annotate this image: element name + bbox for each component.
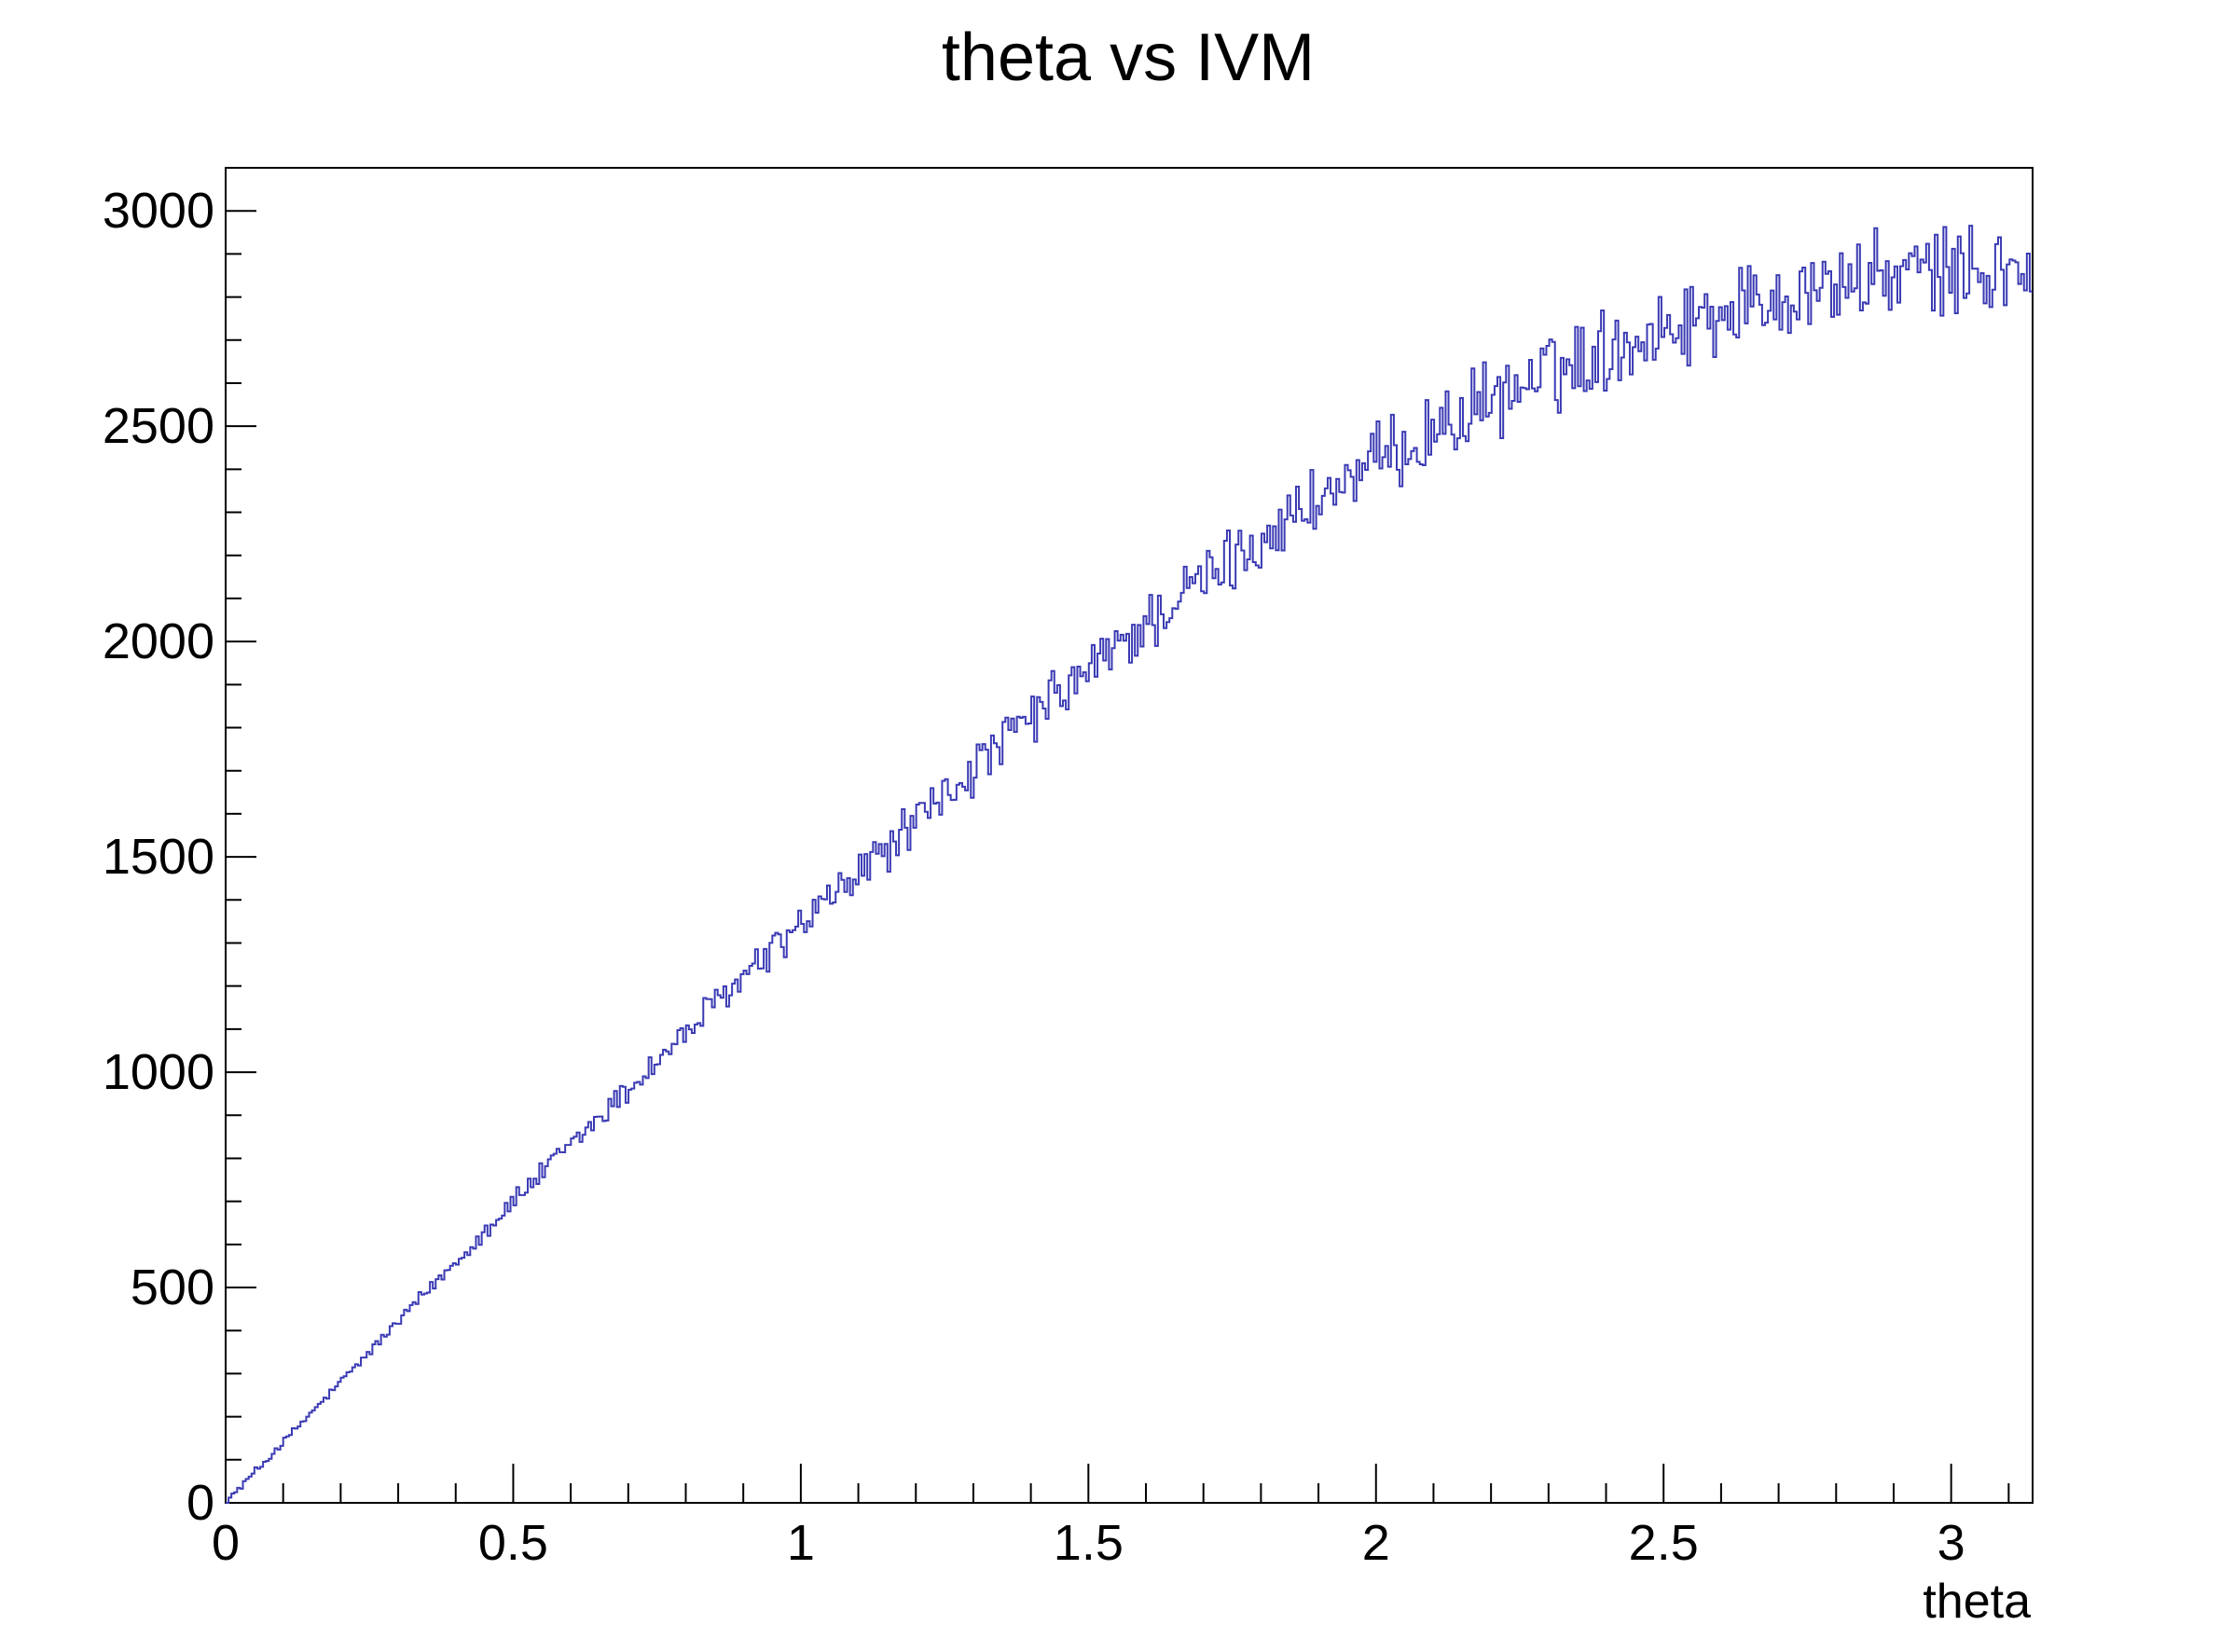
y-tick-label: 0 xyxy=(186,1475,214,1531)
x-axis-title: theta xyxy=(1923,1575,2031,1629)
y-tick-label: 500 xyxy=(131,1260,214,1315)
x-tick-label: 3 xyxy=(1938,1515,1965,1571)
y-axis-ticks xyxy=(226,167,256,1504)
plot-frame xyxy=(225,167,2034,1504)
x-tick-label: 2 xyxy=(1362,1515,1390,1571)
x-tick-label: 2.5 xyxy=(1629,1515,1699,1571)
y-tick-label: 1000 xyxy=(103,1044,214,1100)
x-tick-label: 1 xyxy=(787,1515,815,1571)
x-tick-label: 0.5 xyxy=(478,1515,548,1571)
x-tick-label: 1.5 xyxy=(1054,1515,1124,1571)
chart-title: theta vs IVM xyxy=(942,21,1315,95)
y-tick-label: 2000 xyxy=(103,613,214,669)
y-tick-label: 1500 xyxy=(103,829,214,885)
y-tick-label: 3000 xyxy=(103,183,214,239)
y-axis-tick-labels: 0 500 1000 1500 2000 2500 3000 xyxy=(103,183,214,1531)
x-axis-tick-labels: 0 0.5 1 1.5 2 2.5 3 xyxy=(212,1515,1965,1571)
x-axis-ticks xyxy=(225,1464,2010,1503)
series-line xyxy=(226,225,2033,1504)
y-tick-label: 2500 xyxy=(103,398,214,454)
x-tick-label: 0 xyxy=(212,1515,240,1571)
